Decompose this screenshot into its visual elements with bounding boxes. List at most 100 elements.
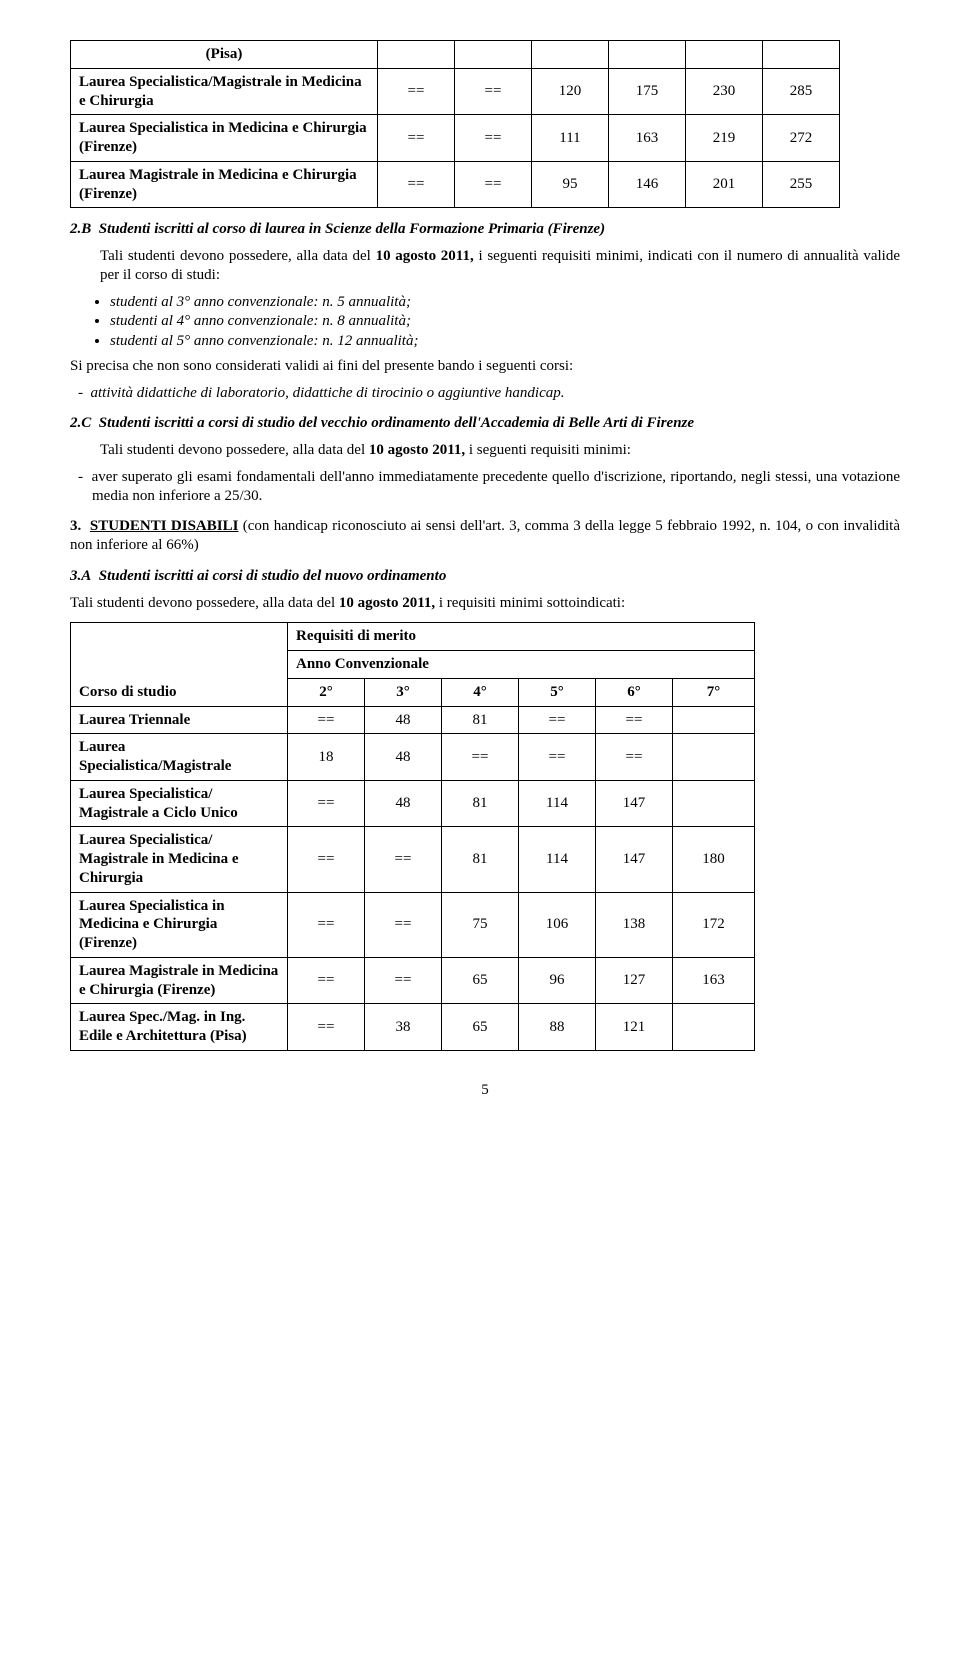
cell: 65	[442, 957, 519, 1004]
note-2b-2: - attività didattiche di laboratorio, di…	[70, 384, 900, 403]
cell: 38	[365, 1004, 442, 1051]
cell: 96	[519, 957, 596, 1004]
section-2b-heading: 2.B Studenti iscritti al corso di laurea…	[70, 220, 900, 239]
cell: ==	[455, 68, 532, 115]
cell: 163	[609, 115, 686, 162]
cell: ==	[378, 161, 455, 208]
cell: ==	[378, 68, 455, 115]
text: attività didattiche di laboratorio, dida…	[91, 385, 565, 401]
section-title: Studenti iscritti ai corsi di studio del…	[99, 568, 447, 584]
table-row: Laurea Magistrale in Medicina e Chirurgi…	[71, 957, 755, 1004]
section-lead: 3.	[70, 518, 81, 534]
table-row: Laurea Specialistica/ Magistrale in Medi…	[71, 827, 755, 892]
cell: ==	[288, 957, 365, 1004]
text: i seguenti requisiti minimi:	[465, 442, 631, 458]
cell	[673, 780, 755, 827]
row-label: Laurea Specialistica/ Magistrale a Ciclo…	[71, 780, 288, 827]
degree-header: 6°	[596, 678, 673, 706]
cell: 18	[288, 734, 365, 781]
cell	[673, 734, 755, 781]
cell: 88	[519, 1004, 596, 1051]
cell: ==	[288, 780, 365, 827]
anno-heading: Anno Convenzionale	[288, 651, 755, 679]
section-2b-intro: Tali studenti devono possedere, alla dat…	[70, 247, 900, 285]
section-2c-req: - aver superato gli esami fondamentali d…	[70, 468, 900, 506]
list-item: studenti al 4° anno convenzionale: n. 8 …	[110, 312, 900, 331]
table-row: Laurea Specialistica/ Magistrale a Ciclo…	[71, 780, 755, 827]
section-3a-heading: 3.A Studenti iscritti ai corsi di studio…	[70, 567, 900, 586]
table-row: Laurea Triennale == 48 81 == ==	[71, 706, 755, 734]
cell: ==	[519, 706, 596, 734]
cell: ==	[288, 827, 365, 892]
row-label: Laurea Specialistica in Medicina e Chiru…	[71, 115, 378, 162]
cell: 230	[686, 68, 763, 115]
cell: 48	[365, 706, 442, 734]
text: Tali studenti devono possedere, alla dat…	[100, 442, 369, 458]
cell: 114	[519, 827, 596, 892]
cell: ==	[365, 892, 442, 957]
list-item: studenti al 3° anno convenzionale: n. 5 …	[110, 293, 900, 312]
top-continuation-table: (Pisa) Laurea Specialistica/Magistrale i…	[70, 40, 840, 208]
cell	[455, 41, 532, 69]
cell: 285	[763, 68, 840, 115]
table-row: Laurea Specialistica in Medicina e Chiru…	[71, 892, 755, 957]
cell: 147	[596, 780, 673, 827]
cell: 272	[763, 115, 840, 162]
text: Tali studenti devono possedere, alla dat…	[100, 248, 376, 264]
cell: 175	[609, 68, 686, 115]
cell: 138	[596, 892, 673, 957]
cell: ==	[596, 734, 673, 781]
cell: 111	[532, 115, 609, 162]
cell	[378, 41, 455, 69]
cell: 146	[609, 161, 686, 208]
row-label: Laurea Specialistica in Medicina e Chiru…	[71, 892, 288, 957]
section-2c-heading: 2.C Studenti iscritti a corsi di studio …	[70, 414, 900, 433]
table-row: Corso di studio Requisiti di merito	[71, 623, 755, 651]
cell: 219	[686, 115, 763, 162]
table-row: Laurea Specialistica/Magistrale 18 48 ==…	[71, 734, 755, 781]
cell: 255	[763, 161, 840, 208]
cell: 48	[365, 780, 442, 827]
table-row: Laurea Specialistica in Medicina e Chiru…	[71, 115, 840, 162]
degree-header: 7°	[673, 678, 755, 706]
cell: 172	[673, 892, 755, 957]
cell: 95	[532, 161, 609, 208]
section-3a-body: Tali studenti devono possedere, alla dat…	[70, 594, 900, 613]
cell: 81	[442, 706, 519, 734]
table-row: Laurea Spec./Mag. in Ing. Edile e Archit…	[71, 1004, 755, 1051]
cell	[763, 41, 840, 69]
cell: 180	[673, 827, 755, 892]
cell: 121	[596, 1004, 673, 1051]
section-lead: 2.C	[70, 415, 91, 431]
section-lead: 3.A	[70, 568, 91, 584]
degree-header: 5°	[519, 678, 596, 706]
cell	[673, 706, 755, 734]
text: aver superato gli esami fondamentali del…	[92, 469, 900, 504]
degree-header: 3°	[365, 678, 442, 706]
degree-header: 4°	[442, 678, 519, 706]
list-item: studenti al 5° anno convenzionale: n. 12…	[110, 332, 900, 351]
cell	[609, 41, 686, 69]
row-label: Laurea Triennale	[71, 706, 288, 734]
row-label: Laurea Spec./Mag. in Ing. Edile e Archit…	[71, 1004, 288, 1051]
row-label: Laurea Specialistica/Magistrale	[71, 734, 288, 781]
requisiti-table: Corso di studio Requisiti di merito Anno…	[70, 622, 755, 1051]
text: Tali studenti devono possedere, alla dat…	[70, 595, 339, 611]
table-row: (Pisa)	[71, 41, 840, 69]
section-lead: 2.B	[70, 221, 91, 237]
cell: ==	[365, 827, 442, 892]
bullet-list-2b: studenti al 3° anno convenzionale: n. 5 …	[110, 293, 900, 351]
note-2b-1: Si precisa che non sono considerati vali…	[70, 357, 900, 376]
cell: 120	[532, 68, 609, 115]
text: i requisiti minimi sottoindicati:	[435, 595, 625, 611]
row-label: Laurea Specialistica/Magistrale in Medic…	[71, 68, 378, 115]
row-label: Laurea Specialistica/ Magistrale in Medi…	[71, 827, 288, 892]
cell: ==	[365, 957, 442, 1004]
row-label: Laurea Magistrale in Medicina e Chirurgi…	[71, 957, 288, 1004]
degree-header: 2°	[288, 678, 365, 706]
row-label: Laurea Magistrale in Medicina e Chirurgi…	[71, 161, 378, 208]
section-title: STUDENTI DISABILI	[90, 518, 239, 534]
text-bold: 10 agosto 2011,	[369, 442, 465, 458]
section-3-heading: 3. STUDENTI DISABILI (con handicap ricon…	[70, 517, 900, 555]
cell: ==	[596, 706, 673, 734]
